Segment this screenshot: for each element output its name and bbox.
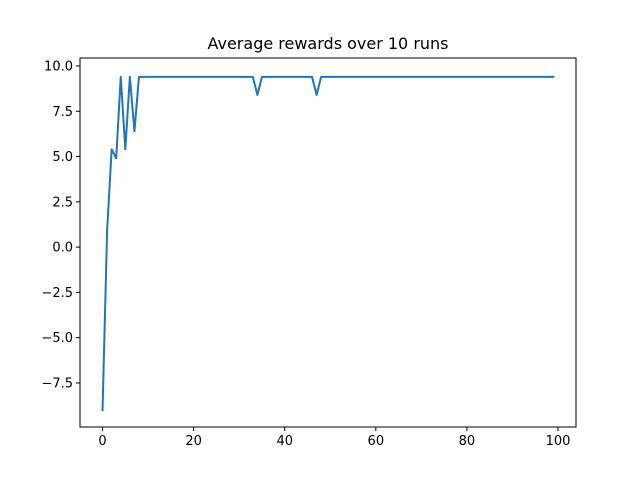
x-tick-label: 100 xyxy=(546,434,571,449)
chart-title: Average rewards over 10 runs xyxy=(207,34,448,53)
y-tick-label: 2.5 xyxy=(52,195,73,210)
x-tick-label: 60 xyxy=(368,434,385,449)
y-tick-label: 7.5 xyxy=(52,105,73,120)
plot-area xyxy=(101,75,555,412)
series-line-0 xyxy=(101,75,555,412)
y-tick-label: 10.0 xyxy=(44,59,73,74)
x-tick-label: 40 xyxy=(276,434,293,449)
y-tick-label: 0.0 xyxy=(52,241,73,256)
axes-frame xyxy=(79,57,577,428)
y-tick-label: −7.5 xyxy=(41,376,73,391)
axes: 0 20 40 60 80 100 −7.5 −5.0 −2.5 0.0 2.5 5.0 7.5 10.0 xyxy=(41,57,577,449)
x-tick-label: 20 xyxy=(185,434,202,449)
y-tick-label: −2.5 xyxy=(41,286,73,301)
y-tick-label: 5.0 xyxy=(52,150,73,165)
x-tick-label: 0 xyxy=(98,434,106,449)
x-tick-label: 80 xyxy=(459,434,476,449)
y-tick-label: −5.0 xyxy=(41,331,73,346)
